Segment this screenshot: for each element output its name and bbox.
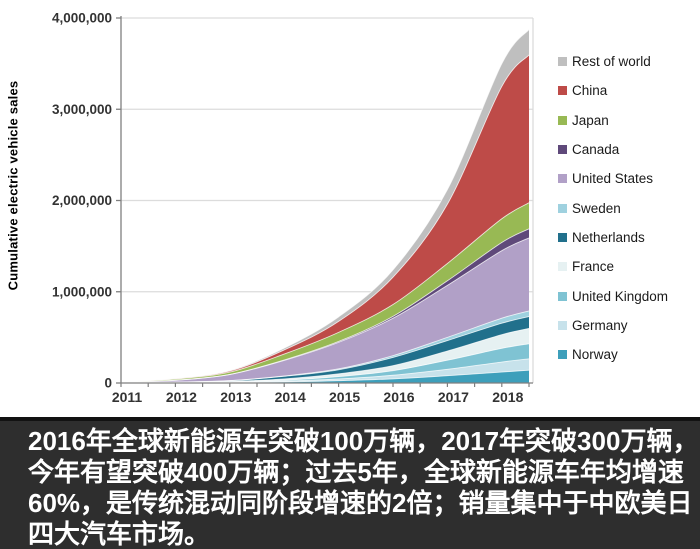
caption-line: 2016年全球新能源车突破100万辆，2017年突破300万辆， bbox=[28, 426, 699, 456]
plot-area-band-france bbox=[121, 328, 529, 383]
legend-item-label: United Kingdom bbox=[572, 288, 669, 304]
legend-item-label: Norway bbox=[572, 347, 618, 363]
y-tick-label: 3,000,000 bbox=[52, 102, 112, 117]
legend-item-label: Sweden bbox=[572, 200, 621, 216]
legend-swatch bbox=[558, 115, 567, 125]
legend-swatch bbox=[558, 86, 567, 96]
legend: Rest of world China Japan Canada United Stat… bbox=[558, 47, 668, 369]
legend-item-label: Japan bbox=[572, 112, 609, 128]
legend-item-rest-of-world: Rest of world bbox=[558, 47, 668, 76]
plot-area-band-united-kingdom bbox=[121, 343, 529, 383]
y-tick-label: 0 bbox=[104, 376, 112, 391]
chart-region: 0 1,000,000 2,000,000 3,000,000 4,000,000 201… bbox=[5, 11, 669, 406]
caption-line: 60%，是传统混动同阶段增速的2倍；销量集中于中欧美日 bbox=[28, 488, 693, 518]
chart-svg: 0 1,000,000 2,000,000 3,000,000 4,000,000 201… bbox=[52, 11, 534, 405]
legend-swatch bbox=[558, 57, 567, 67]
caption-line: 四大汽车市场。 bbox=[28, 519, 211, 549]
legend-item-label: United States bbox=[572, 171, 654, 187]
band-separator bbox=[120, 310, 530, 384]
legend-item-germany: Germany bbox=[558, 311, 668, 340]
legend-item-label: China bbox=[572, 83, 608, 99]
legend-item-norway: Norway bbox=[558, 340, 668, 369]
plot-area-band-united-states bbox=[121, 237, 529, 383]
legend-item-japan: Japan bbox=[558, 106, 668, 135]
x-tick-label: 2014 bbox=[275, 389, 306, 405]
y-tick-label: 4,000,000 bbox=[52, 11, 112, 26]
legend-item-label: Netherlands bbox=[572, 229, 645, 245]
x-tick-label: 2012 bbox=[166, 389, 197, 405]
legend-item-label: Rest of world bbox=[572, 54, 651, 70]
legend-swatch bbox=[558, 145, 567, 155]
x-tick-label: 2017 bbox=[438, 389, 469, 405]
legend-item-label: Germany bbox=[572, 317, 628, 333]
y-tick-label: 1,000,000 bbox=[52, 284, 112, 299]
legend-swatch bbox=[558, 232, 567, 242]
legend-item-china: China bbox=[558, 76, 668, 105]
legend-item-canada: Canada bbox=[558, 135, 668, 164]
band-separator bbox=[120, 29, 530, 383]
x-tick-label: 2015 bbox=[329, 389, 360, 405]
legend-item-netherlands: Netherlands bbox=[558, 223, 668, 252]
y-tick-label: 2,000,000 bbox=[52, 193, 112, 208]
plot-area-band-china bbox=[121, 54, 529, 383]
legend-item-label: France bbox=[572, 259, 615, 275]
x-tick-label: 2016 bbox=[383, 389, 414, 405]
x-tick-label: 2018 bbox=[492, 389, 523, 405]
x-tick-label: 2011 bbox=[112, 389, 143, 405]
band-separator bbox=[120, 228, 530, 383]
caption-banner: 2016年全球新能源车突破100万辆，2017年突破300万辆， 今年有望突破40… bbox=[0, 417, 700, 549]
legend-swatch bbox=[558, 291, 567, 301]
y-axis-title: Cumulative electric vehicle sales bbox=[5, 80, 21, 291]
legend-swatch bbox=[558, 262, 567, 272]
legend-swatch bbox=[558, 320, 567, 330]
legend-item-sweden: Sweden bbox=[558, 193, 668, 222]
legend-swatch bbox=[558, 203, 567, 213]
legend-swatch bbox=[558, 174, 567, 184]
plot-area-band-netherlands bbox=[121, 316, 529, 383]
plot-area-band-norway bbox=[121, 370, 529, 383]
legend-item-label: Canada bbox=[572, 142, 620, 158]
band-separator bbox=[120, 202, 530, 383]
x-tick-label: 2013 bbox=[220, 389, 251, 405]
legend-swatch bbox=[558, 350, 567, 360]
legend-item-united-states: United States bbox=[558, 164, 668, 193]
caption-line: 今年有望突破400万辆；过去5年，全球新能源车年均增速 bbox=[28, 457, 684, 487]
legend-item-france: France bbox=[558, 252, 668, 281]
legend-item-united-kingdom: United Kingdom bbox=[558, 281, 668, 310]
